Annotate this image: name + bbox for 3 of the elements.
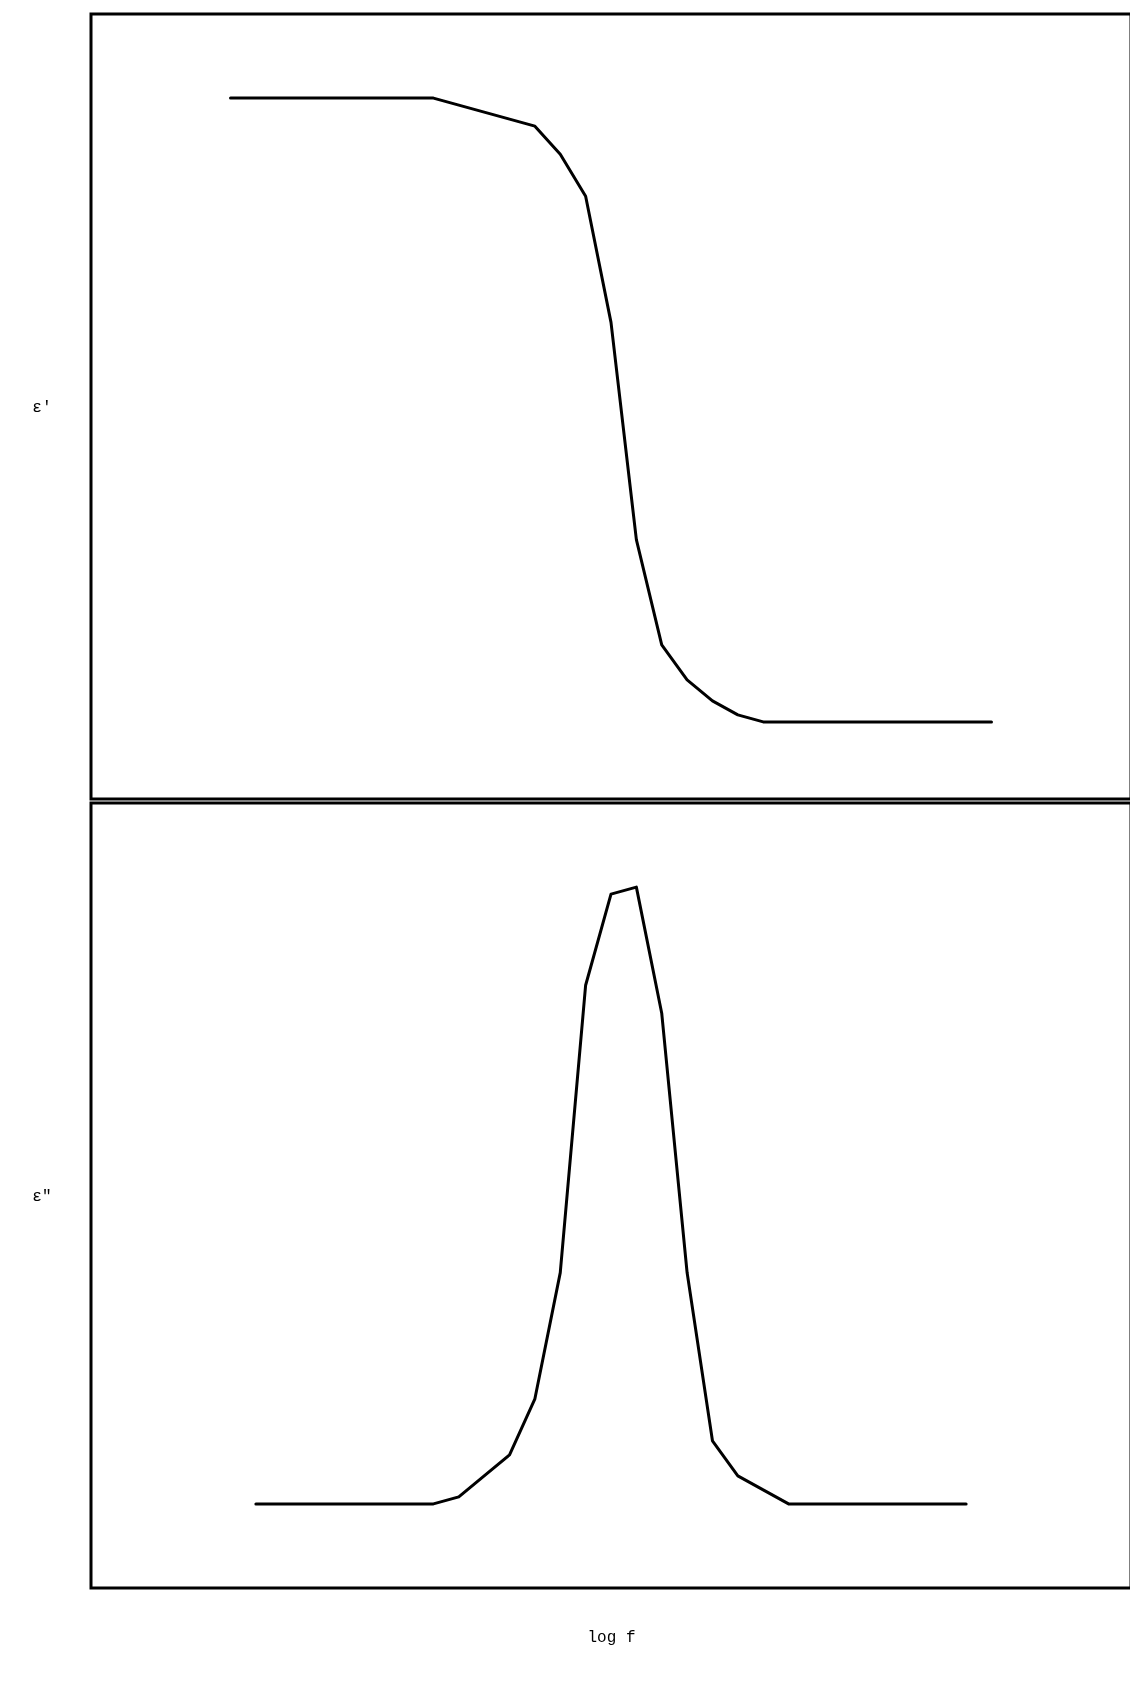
y-axis-title: ε'	[32, 399, 52, 417]
x-axis-title: log f	[587, 1628, 636, 1647]
y-axis-title: ε"	[32, 1188, 52, 1206]
